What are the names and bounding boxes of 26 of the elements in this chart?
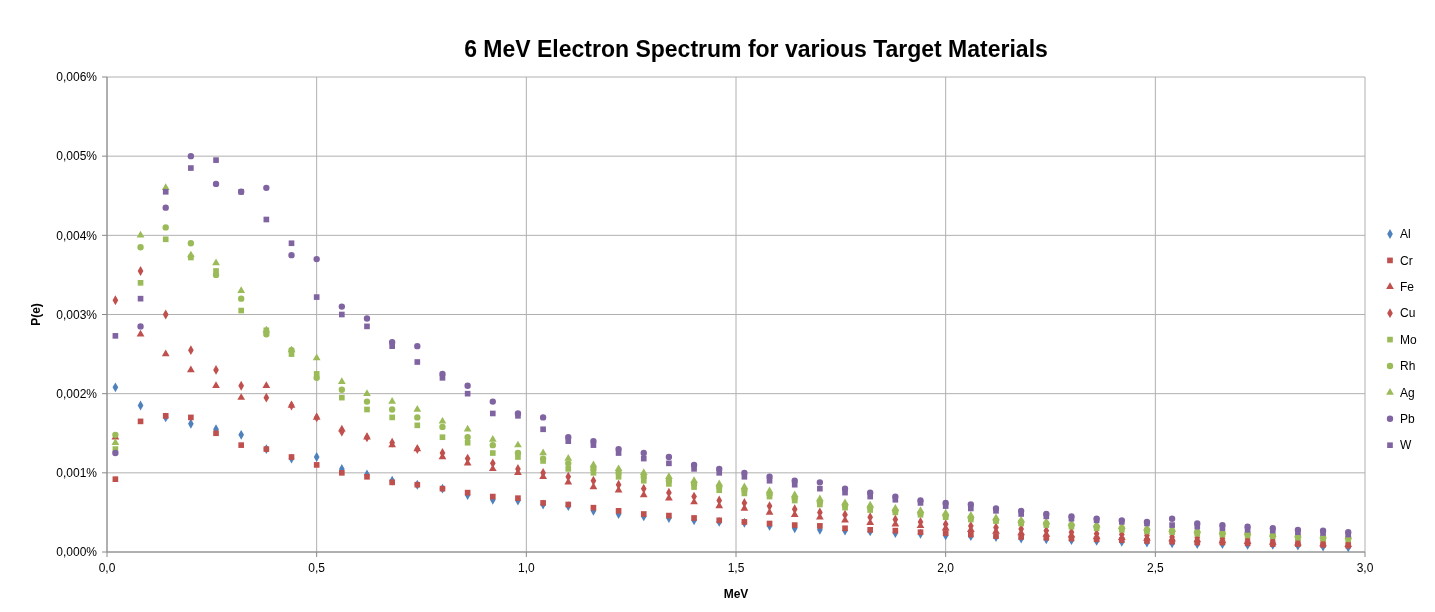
legend-label: W (1400, 438, 1412, 453)
x-tick-label: 0,0 (98, 561, 116, 575)
legend-label: Mo (1400, 332, 1417, 347)
chart-title: 6 MeV Electron Spectrum for various Target Materials (464, 36, 1048, 62)
y-tick-label: 0,006% (56, 70, 98, 85)
y-tick-label: 0,002% (56, 386, 98, 401)
x-tick-label: 2,0 (937, 561, 955, 575)
legend-label: Al (1400, 227, 1411, 242)
legend-label: Ag (1400, 385, 1415, 400)
legend-label: Cu (1400, 306, 1416, 321)
y-tick-label: 0,001% (56, 466, 98, 481)
y-axis-title: P(e) (29, 303, 43, 326)
x-tick-label: 2,5 (1146, 561, 1164, 575)
legend-label: Cr (1400, 253, 1413, 268)
x-tick-label: 1,5 (727, 561, 745, 575)
legend-label: Fe (1400, 280, 1415, 294)
legend-label: Rh (1400, 359, 1416, 374)
x-tick-label: 0,5 (308, 561, 326, 575)
x-tick-label: 1,0 (517, 561, 535, 575)
x-tick-label: 3,0 (1356, 561, 1374, 575)
y-tick-label: 0,004% (56, 228, 98, 243)
legend-label: Pb (1400, 412, 1415, 426)
x-axis-title: MeV (723, 587, 749, 601)
y-tick-label: 0,000% (56, 545, 98, 560)
y-tick-label: 0,003% (56, 307, 98, 322)
y-tick-label: 0,005% (56, 149, 98, 164)
